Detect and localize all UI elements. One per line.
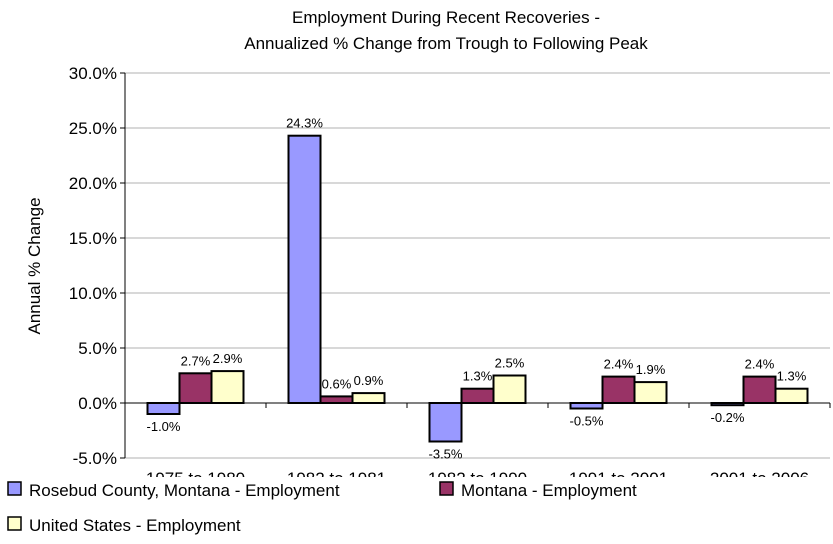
y-axis-label: Annual % Change [25, 197, 44, 334]
y-axis: -5.0% 0.0% 5.0% 10.0% 15.0% 20.0% 25.0% 30.0% [69, 64, 126, 468]
y-tick-label: 5.0% [78, 339, 117, 358]
data-label: 2.4% [604, 357, 634, 372]
bar [287, 134, 322, 404]
y-tick-label: 30.0% [69, 64, 117, 83]
bar [774, 387, 809, 405]
bar [319, 395, 354, 404]
y-tick-label: 10.0% [69, 284, 117, 303]
data-label: -0.5% [570, 414, 604, 429]
bar [569, 402, 604, 410]
bars [146, 134, 809, 443]
legend-label: United States - Employment [29, 516, 241, 535]
y-tick-label: 15.0% [69, 229, 117, 248]
data-label: 1.9% [636, 362, 666, 377]
legend-swatch [7, 481, 22, 496]
data-label: -1.0% [147, 419, 181, 434]
chart-title: Employment During Recent Recoveries - [292, 8, 600, 27]
data-label: 0.9% [354, 373, 384, 388]
bar [710, 402, 745, 407]
data-label: 1.3% [463, 369, 493, 384]
legend-label: Rosebud County, Montana - Employment [29, 481, 340, 500]
bar [742, 375, 777, 405]
data-label: 2.7% [181, 353, 211, 368]
data-label: -0.2% [711, 410, 745, 425]
bar [146, 402, 181, 415]
bar [210, 370, 245, 405]
bar [460, 387, 495, 405]
bar [633, 381, 668, 405]
bar [178, 372, 213, 404]
y-tick-label: 25.0% [69, 119, 117, 138]
y-tick-label: 20.0% [69, 174, 117, 193]
data-label: 1.3% [777, 369, 807, 384]
data-label: 2.4% [745, 357, 775, 372]
legend-background [0, 477, 833, 544]
bar [601, 375, 636, 405]
bar [428, 402, 463, 443]
legend-label: Montana - Employment [461, 481, 637, 500]
data-label: 2.5% [495, 356, 525, 371]
bar [351, 392, 386, 405]
bar [492, 374, 527, 404]
data-labels: -1.0%2.7% 2.9%24.3%0.6% 0.9%-3.5%1.3%2.5%-… [147, 116, 807, 462]
legend: Rosebud County, Montana - Employment Mont… [0, 477, 833, 544]
data-label: -3.5% [429, 447, 463, 462]
data-label: 0.6% [322, 376, 352, 391]
data-label: 24.3% [286, 116, 323, 131]
chart-subtitle: Annualized % Change from Trough to Follo… [244, 34, 648, 53]
legend-swatch [7, 516, 22, 531]
y-tick-label: 0.0% [78, 394, 117, 413]
data-label: 2.9% [213, 351, 243, 366]
legend-swatch [439, 481, 454, 496]
y-tick-label: -5.0% [73, 449, 117, 468]
